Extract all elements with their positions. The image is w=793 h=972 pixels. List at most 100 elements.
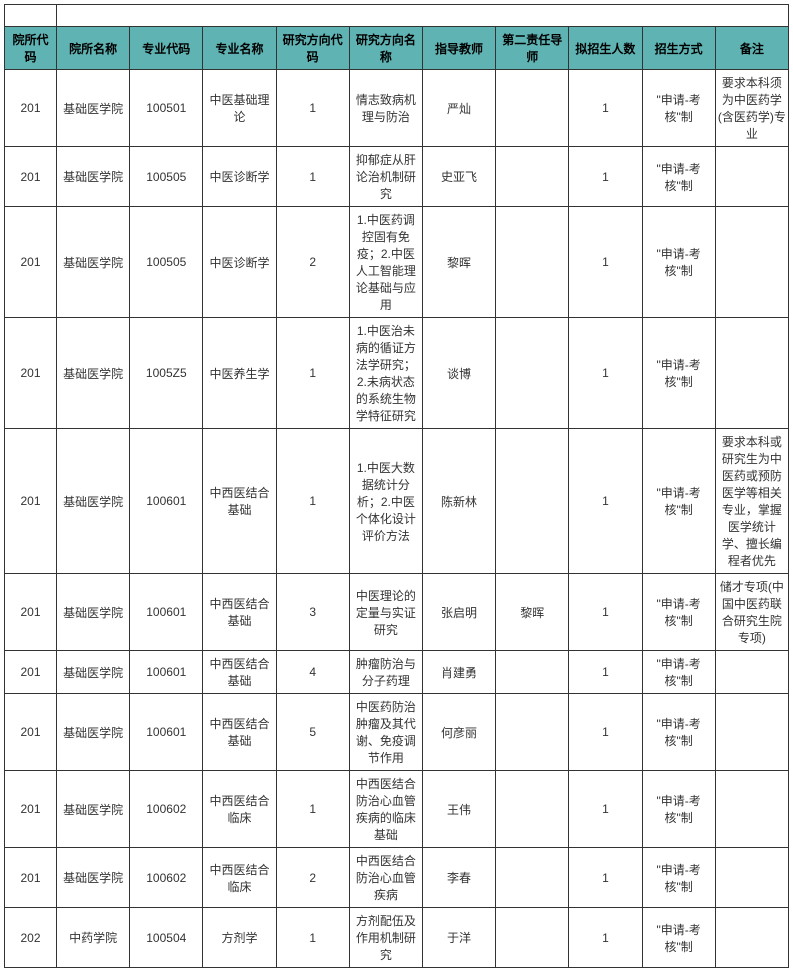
table-row: 201基础医学院100505中医诊断学21.中医药调控固有免疫；2.中医人工智能… [5,207,789,318]
cell-second_advisor [496,147,569,207]
corner-cell [5,5,57,27]
cell-method: "申请-考核"制 [642,70,715,147]
cell-dept_name: 基础医学院 [57,771,130,848]
column-header-second_advisor: 第二责任导师 [496,27,569,70]
table-row: 202中药学院100504方剂学1方剂配伍及作用机制研究于洋1"申请-考核"制 [5,908,789,968]
cell-dir_code: 1 [276,318,349,429]
column-header-dept_name: 院所名称 [57,27,130,70]
cell-major_name: 中西医结合基础 [203,694,276,771]
cell-advisor: 严灿 [422,70,495,147]
cell-dept_code: 201 [5,694,57,771]
cell-dept_name: 基础医学院 [57,147,130,207]
cell-dept_name: 基础医学院 [57,429,130,574]
cell-dir_code: 1 [276,70,349,147]
cell-advisor: 于洋 [422,908,495,968]
cell-method: "申请-考核"制 [642,848,715,908]
cell-plan_count: 1 [569,694,642,771]
cell-method: "申请-考核"制 [642,694,715,771]
cell-dir_code: 5 [276,694,349,771]
cell-major_code: 100504 [130,908,203,968]
table-row: 201基础医学院100501中医基础理论1情志致病机理与防治严灿1"申请-考核"… [5,70,789,147]
cell-major_code: 100602 [130,771,203,848]
cell-dept_name: 基础医学院 [57,318,130,429]
cell-major_name: 中医诊断学 [203,147,276,207]
cell-dept_code: 201 [5,771,57,848]
cell-dir_name: 方剂配伍及作用机制研究 [349,908,422,968]
cell-major_code: 100602 [130,848,203,908]
cell-method: "申请-考核"制 [642,147,715,207]
cell-dir_name: 中医理论的定量与实证研究 [349,574,422,651]
cell-major_code: 100505 [130,147,203,207]
cell-dept_name: 基础医学院 [57,70,130,147]
cell-remark [715,848,788,908]
table-row: 201基础医学院100601中西医结合基础4肿瘤防治与分子药理肖建勇1"申请-考… [5,651,789,694]
cell-dept_code: 202 [5,908,57,968]
cell-plan_count: 1 [569,771,642,848]
cell-dir_name: 情志致病机理与防治 [349,70,422,147]
cell-advisor: 何彦丽 [422,694,495,771]
table-row: 201基础医学院1005Z5中医养生学11.中医治未病的循证方法学研究；2.未病… [5,318,789,429]
cell-second_advisor [496,429,569,574]
cell-major_code: 100505 [130,207,203,318]
cell-second_advisor [496,318,569,429]
cell-second_advisor [496,694,569,771]
cell-remark [715,318,788,429]
cell-method: "申请-考核"制 [642,574,715,651]
column-header-dir_name: 研究方向名称 [349,27,422,70]
cell-advisor: 黎晖 [422,207,495,318]
cell-method: "申请-考核"制 [642,318,715,429]
cell-method: "申请-考核"制 [642,908,715,968]
cell-dir_code: 3 [276,574,349,651]
cell-dir_code: 1 [276,429,349,574]
cell-dir_name: 1.中医治未病的循证方法学研究；2.未病状态的系统生物学特征研究 [349,318,422,429]
cell-remark: 要求本科或研究生为中医药或预防医学等相关专业，掌握医学统计学、擅长编程者优先 [715,429,788,574]
column-header-dir_code: 研究方向代码 [276,27,349,70]
cell-dept_name: 中药学院 [57,908,130,968]
cell-second_advisor: 黎晖 [496,574,569,651]
cell-plan_count: 1 [569,651,642,694]
cell-major_name: 中医基础理论 [203,70,276,147]
cell-dir_code: 2 [276,848,349,908]
cell-dept_code: 201 [5,651,57,694]
column-header-major_name: 专业名称 [203,27,276,70]
corner-row [5,5,789,27]
cell-major_name: 中西医结合临床 [203,848,276,908]
cell-plan_count: 1 [569,207,642,318]
cell-advisor: 谈博 [422,318,495,429]
cell-major_name: 方剂学 [203,908,276,968]
cell-major_code: 100501 [130,70,203,147]
table-row: 201基础医学院100601中西医结合基础3中医理论的定量与实证研究张启明黎晖1… [5,574,789,651]
cell-dir_code: 1 [276,147,349,207]
cell-dept_code: 201 [5,848,57,908]
table-row: 201基础医学院100601中西医结合基础5中医药防治肿瘤及其代谢、免疫调节作用… [5,694,789,771]
cell-advisor: 张启明 [422,574,495,651]
cell-dept_code: 201 [5,318,57,429]
cell-dir_name: 1.中医药调控固有免疫；2.中医人工智能理论基础与应用 [349,207,422,318]
cell-second_advisor [496,70,569,147]
cell-remark [715,207,788,318]
cell-dept_code: 201 [5,70,57,147]
cell-dept_name: 基础医学院 [57,848,130,908]
cell-dept_name: 基础医学院 [57,651,130,694]
cell-plan_count: 1 [569,318,642,429]
cell-dept_code: 201 [5,429,57,574]
cell-dir_code: 1 [276,908,349,968]
cell-advisor: 李春 [422,848,495,908]
cell-dir_name: 抑郁症从肝论治机制研究 [349,147,422,207]
cell-second_advisor [496,771,569,848]
cell-major_name: 中西医结合基础 [203,429,276,574]
column-header-remark: 备注 [715,27,788,70]
cell-major_code: 100601 [130,429,203,574]
column-header-major_code: 专业代码 [130,27,203,70]
cell-remark [715,694,788,771]
cell-dir_name: 中医药防治肿瘤及其代谢、免疫调节作用 [349,694,422,771]
cell-dir_code: 4 [276,651,349,694]
cell-major_code: 100601 [130,651,203,694]
header-row: 院所代码院所名称专业代码专业名称研究方向代码研究方向名称指导教师第二责任导师拟招… [5,27,789,70]
cell-major_name: 中医养生学 [203,318,276,429]
cell-major_name: 中西医结合基础 [203,574,276,651]
cell-major_code: 100601 [130,694,203,771]
cell-remark: 要求本科须为中医药学(含医药学)专业 [715,70,788,147]
cell-major_code: 100601 [130,574,203,651]
cell-dept_code: 201 [5,147,57,207]
